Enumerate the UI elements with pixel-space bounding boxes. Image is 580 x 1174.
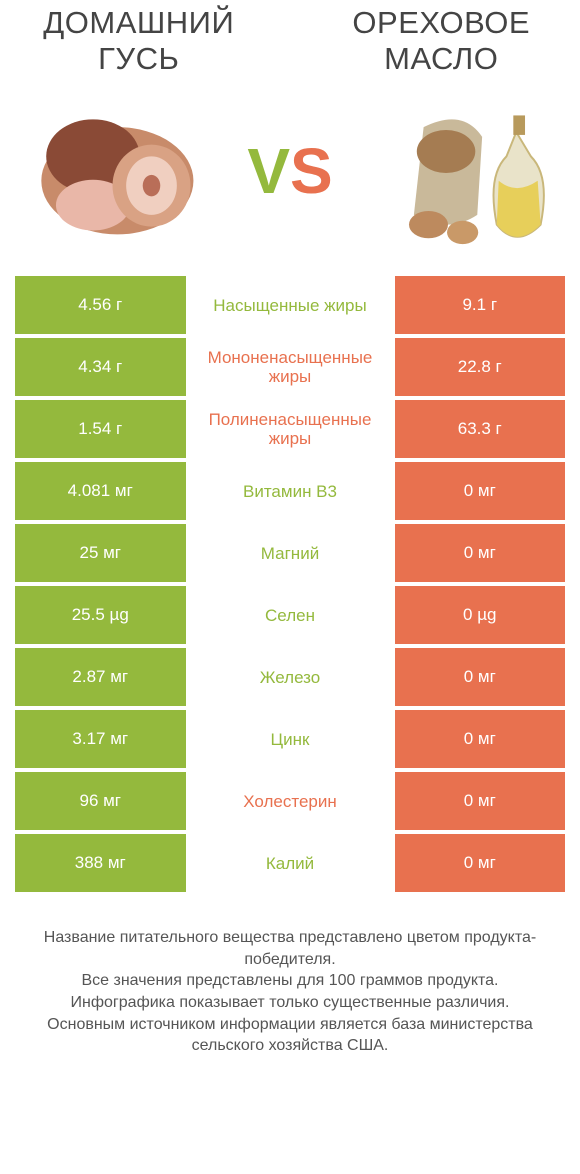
nutrient-name: Витамин B3 [186, 462, 395, 520]
left-value: 4.081 мг [15, 462, 186, 520]
right-value: 0 мг [395, 462, 566, 520]
nutrient-name: Калий [186, 834, 395, 892]
nutrient-name: Селен [186, 586, 395, 644]
nutrient-name: Полиненасыщенные жиры [186, 400, 395, 458]
title-row: ДОМАШНИЙ ГУСЬ ОРЕХОВОЕ МАСЛО [15, 5, 565, 76]
vs-s: S [290, 139, 333, 203]
vs-v: V [247, 139, 290, 203]
table-row: 1.54 гПолиненасыщенные жиры63.3 г [15, 400, 565, 458]
right-product-title: ОРЕХОВОЕ МАСЛО [318, 5, 566, 76]
table-row: 4.56 гНасыщенные жиры9.1 г [15, 276, 565, 334]
table-row: 388 мгКалий0 мг [15, 834, 565, 892]
right-value: 0 µg [395, 586, 566, 644]
comparison-table: 4.56 гНасыщенные жиры9.1 г4.34 гМононена… [15, 276, 565, 892]
right-value: 0 мг [395, 710, 566, 768]
right-value: 0 мг [395, 834, 566, 892]
left-value: 3.17 мг [15, 710, 186, 768]
left-value: 25.5 µg [15, 586, 186, 644]
left-value: 2.87 мг [15, 648, 186, 706]
table-row: 25 мгМагний0 мг [15, 524, 565, 582]
nutrient-name: Мононенасыщенные жиры [186, 338, 395, 396]
vs-row: VS [15, 86, 565, 256]
right-value: 22.8 г [395, 338, 566, 396]
nutrient-name: Цинк [186, 710, 395, 768]
table-row: 25.5 µgСелен0 µg [15, 586, 565, 644]
nutrient-name: Магний [186, 524, 395, 582]
infographic: ДОМАШНИЙ ГУСЬ ОРЕХОВОЕ МАСЛО VS [0, 0, 580, 1082]
footer-line: Основным источником информации является … [47, 1016, 533, 1055]
nutrient-name: Холестерин [186, 772, 395, 830]
left-value: 4.56 г [15, 276, 186, 334]
footer-line: Название питательного вещества представл… [44, 929, 536, 968]
left-product-title: ДОМАШНИЙ ГУСЬ [15, 5, 263, 76]
nutrient-name: Железо [186, 648, 395, 706]
walnut-oil-icon [370, 86, 565, 256]
left-value: 1.54 г [15, 400, 186, 458]
left-value: 25 мг [15, 524, 186, 582]
table-row: 4.34 гМононенасыщенные жиры22.8 г [15, 338, 565, 396]
right-value: 0 мг [395, 772, 566, 830]
goose-meat-icon [15, 86, 210, 256]
right-value: 63.3 г [395, 400, 566, 458]
footer-line: Все значения представлены для 100 граммо… [81, 972, 498, 989]
left-product-image [15, 86, 210, 256]
footer-note: Название питательного вещества представл… [15, 927, 565, 1057]
footer-line: Инфографика показывает только существенн… [71, 994, 510, 1011]
left-value: 388 мг [15, 834, 186, 892]
right-value: 9.1 г [395, 276, 566, 334]
left-value: 96 мг [15, 772, 186, 830]
table-row: 4.081 мгВитамин B30 мг [15, 462, 565, 520]
right-product-image [370, 86, 565, 256]
table-row: 2.87 мгЖелезо0 мг [15, 648, 565, 706]
nutrient-name: Насыщенные жиры [186, 276, 395, 334]
left-value: 4.34 г [15, 338, 186, 396]
right-value: 0 мг [395, 524, 566, 582]
vs-label: VS [247, 139, 332, 203]
right-value: 0 мг [395, 648, 566, 706]
table-row: 96 мгХолестерин0 мг [15, 772, 565, 830]
table-row: 3.17 мгЦинк0 мг [15, 710, 565, 768]
